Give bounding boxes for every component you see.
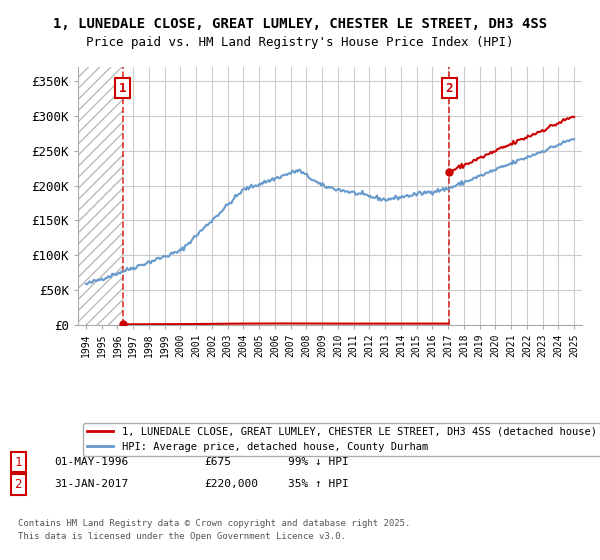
Text: This data is licensed under the Open Government Licence v3.0.: This data is licensed under the Open Gov…	[18, 532, 346, 541]
Text: £220,000: £220,000	[204, 479, 258, 489]
Text: 1: 1	[119, 82, 127, 95]
Text: 99% ↓ HPI: 99% ↓ HPI	[288, 457, 349, 467]
Text: 2: 2	[446, 82, 453, 95]
Text: 1, LUNEDALE CLOSE, GREAT LUMLEY, CHESTER LE STREET, DH3 4SS: 1, LUNEDALE CLOSE, GREAT LUMLEY, CHESTER…	[53, 17, 547, 31]
Text: Price paid vs. HM Land Registry's House Price Index (HPI): Price paid vs. HM Land Registry's House …	[86, 36, 514, 49]
Text: 35% ↑ HPI: 35% ↑ HPI	[288, 479, 349, 489]
Text: 31-JAN-2017: 31-JAN-2017	[54, 479, 128, 489]
Text: 2: 2	[14, 478, 22, 491]
Text: £675: £675	[204, 457, 231, 467]
Legend: 1, LUNEDALE CLOSE, GREAT LUMLEY, CHESTER LE STREET, DH3 4SS (detached house), HP: 1, LUNEDALE CLOSE, GREAT LUMLEY, CHESTER…	[83, 423, 600, 456]
Bar	[78, 67, 122, 325]
Text: Contains HM Land Registry data © Crown copyright and database right 2025.: Contains HM Land Registry data © Crown c…	[18, 519, 410, 528]
Text: 01-MAY-1996: 01-MAY-1996	[54, 457, 128, 467]
Text: 1: 1	[14, 455, 22, 469]
